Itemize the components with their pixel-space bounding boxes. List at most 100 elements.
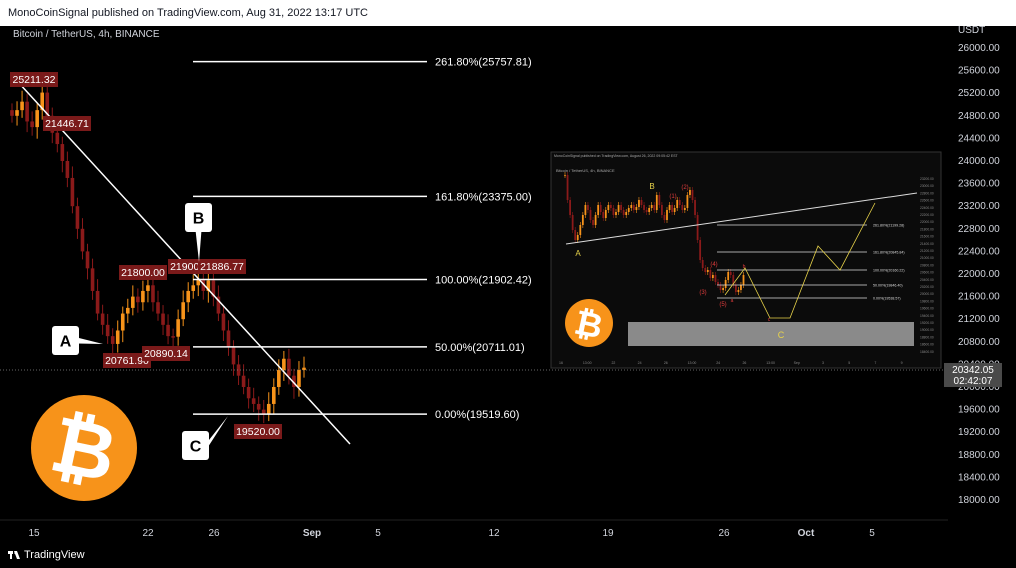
candle-body (196, 279, 201, 286)
inset-x-tick: 13:00 (583, 361, 592, 365)
inset-candle-body (587, 205, 589, 210)
inset-candle-body (691, 190, 694, 200)
candle-body (277, 370, 281, 387)
candle-body (251, 398, 256, 404)
candle-body (271, 387, 276, 404)
wave-label-pointer (195, 230, 202, 262)
price-label-bg (103, 353, 151, 368)
candle-body (297, 370, 301, 387)
candle-body (10, 110, 14, 116)
candle-body (287, 358, 291, 376)
x-tick-label: Oct (798, 528, 815, 539)
inset-candle-body (574, 230, 577, 240)
y-tick-labels: 26000.00 25600.00 25200.00 24800.00 24400.00… (958, 43, 1000, 506)
candle-body (70, 177, 75, 207)
inset-wave-c: C (778, 330, 785, 340)
inset-y-tick: 20800.00 (920, 263, 934, 267)
candle-body (191, 285, 196, 291)
x-tick-label: Sep (303, 528, 321, 539)
inset-y-tick: 23200.00 (920, 177, 934, 181)
candle-body (15, 110, 19, 116)
inset-candle-body (581, 215, 584, 225)
inset-trend-line (565, 192, 918, 245)
y-tick-label: 22400.00 (958, 246, 1000, 257)
y-tick-label: 22000.00 (958, 269, 1000, 280)
price-label: 21446.71 (45, 118, 89, 130)
inset-candle-body (615, 212, 617, 215)
inset-candle-body (694, 200, 696, 215)
y-tick-label: 21600.00 (958, 292, 1000, 303)
inset-y-tick: 23000.00 (920, 184, 934, 188)
y-tick-label: 22800.00 (958, 224, 1000, 235)
inset-header: MonoCoinSignal published on TradingView.… (554, 154, 679, 158)
inset-y-tick: 22400.00 (920, 206, 934, 210)
price-axis[interactable] (948, 26, 1016, 520)
inset-candle-body (671, 205, 673, 212)
inset-bitcoin-icon: ₿ (565, 299, 613, 347)
y-tick-label: 24400.00 (958, 133, 1000, 144)
candle-body (266, 403, 271, 415)
price-label-bg (142, 346, 190, 361)
inset-candle-body (681, 205, 684, 210)
inset-candle-body (564, 175, 566, 176)
inset-candle-body (683, 208, 686, 210)
inset-x-tick: 16 (559, 361, 563, 365)
fib-label: 161.80%(23375.00) (435, 191, 532, 203)
inset-candle-body (661, 205, 663, 215)
y-tick-label: 18000.00 (958, 495, 1000, 506)
inset-candle-body (566, 175, 569, 200)
x-tick-label: 19 (602, 528, 614, 539)
wave-labels: A B C (52, 203, 228, 460)
y-tick-label: 19200.00 (958, 427, 1000, 438)
last-price-countdown: 02:42:07 (954, 376, 993, 387)
candle-body (146, 285, 150, 291)
inset-candle-body (740, 285, 742, 290)
inset-x-tick: 5 (848, 361, 850, 365)
y-tick-label: 23600.00 (958, 179, 1000, 190)
inset-candle-body (709, 270, 712, 278)
inset-fib-label: 50.00%(19846.40) (873, 284, 903, 288)
inset-y-tick: 18600.00 (920, 343, 934, 347)
inset-y-tick: 19000.00 (920, 328, 934, 332)
inset-x-tick: 13:00 (688, 361, 697, 365)
candle-body (171, 336, 175, 338)
wave-label-bg (185, 203, 212, 232)
candle-body (95, 290, 100, 314)
price-label: 25211.32 (12, 74, 55, 86)
inset-candle-body (673, 208, 676, 212)
x-tick-label: 26 (718, 528, 730, 539)
inset-y-tick: 21600.00 (920, 235, 934, 239)
inset-candle-body (576, 235, 579, 240)
inset-fib-label: 161.80%(20845.84) (873, 251, 905, 255)
y-tick-label: 23200.00 (958, 201, 1000, 212)
candle-body (136, 296, 140, 303)
y-tick-label: 25200.00 (958, 88, 1000, 99)
inset-candle-body (630, 205, 633, 208)
fib-label: 261.80%(25757.81) (435, 57, 532, 69)
inset-sub-4: (5) (719, 302, 726, 308)
inset-sub-3: (4) (710, 262, 717, 268)
axis-unit: USDT (958, 25, 985, 36)
tradingview-logo-icon (8, 551, 20, 559)
inset-candle-body (653, 205, 656, 210)
inset-candle-body (643, 205, 645, 210)
candle-body (156, 302, 160, 314)
candle-body (161, 313, 165, 325)
inset-sub-b: b (743, 264, 746, 270)
candle-body (30, 121, 34, 128)
candle-body (55, 132, 60, 145)
inset-x-tick: 13:00 (766, 361, 775, 365)
candle-body (115, 330, 120, 344)
inset-y-tick: 22200.00 (920, 213, 934, 217)
wave-label: B (193, 211, 205, 228)
inset-candle-body (732, 275, 735, 285)
inset-candle-body (706, 270, 709, 272)
inset-y-tick: 20200.00 (920, 285, 934, 289)
inset-candle-body (729, 272, 732, 275)
inset-candle-body (612, 208, 615, 215)
inset-candle-body (663, 215, 666, 220)
price-label-bg (43, 116, 91, 131)
last-price-tag (944, 363, 1002, 387)
inset-sub-a: a (731, 298, 734, 304)
